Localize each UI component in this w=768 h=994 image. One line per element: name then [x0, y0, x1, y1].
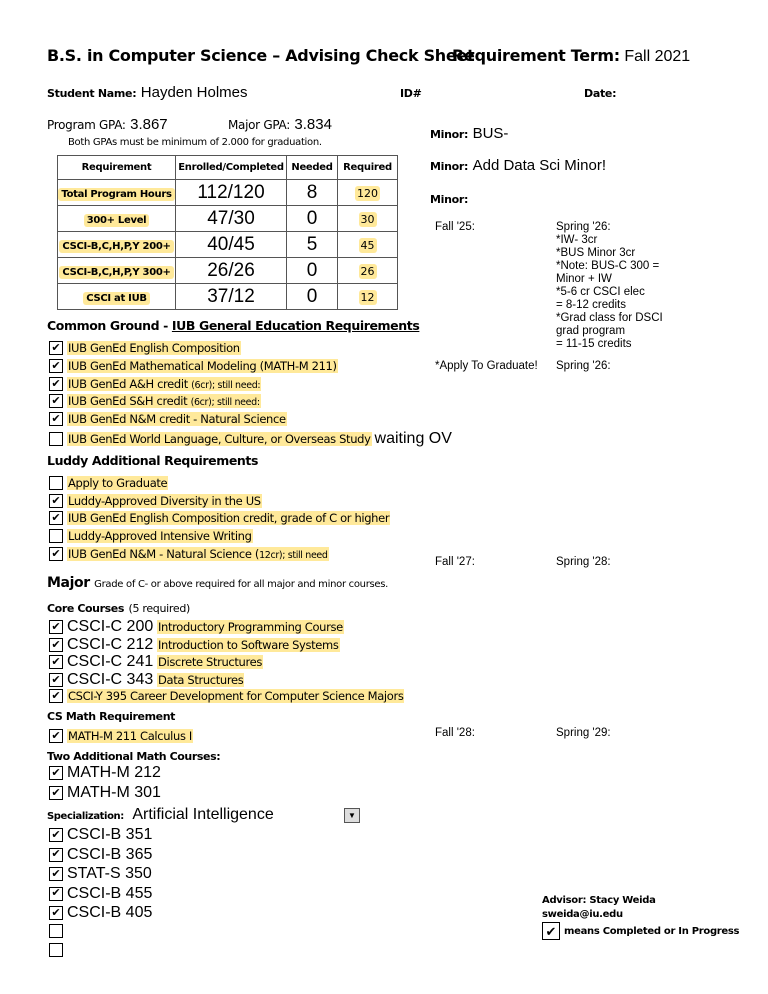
- specialization: Specialization: Artificial Intelligence: [47, 806, 274, 823]
- requirements-table: Requirement Enrolled/Completed Needed Re…: [57, 155, 398, 310]
- cs-math-heading: CS Math Requirement: [47, 710, 176, 723]
- plan-spring-26b: Spring '26:: [556, 360, 611, 372]
- luddy-item: Luddy-Approved Intensive Writing: [49, 529, 253, 543]
- student-name-field[interactable]: Hayden Holmes: [140, 84, 248, 101]
- checkbox-checked[interactable]: ✔: [49, 729, 63, 743]
- specialization-course-item: ✔ CSCI-B 365: [49, 846, 152, 864]
- minor-2-field[interactable]: Add Data Sci Minor!: [472, 157, 606, 174]
- specialization-course-item: ✔ CSCI-B 405: [49, 904, 152, 922]
- gened-item: ✔ IUB GenEd S&H credit (6cr); still need:: [49, 394, 264, 408]
- checkbox-unchecked[interactable]: [49, 943, 63, 957]
- date-label: Date:: [584, 87, 617, 100]
- requirement-term: Requirement Term: Fall 2021: [452, 46, 691, 65]
- gened-item: ✔ IUB GenEd N&M credit - Natural Science: [49, 412, 290, 426]
- plan-spring-28: Spring '28:: [556, 556, 611, 568]
- checkbox-checked[interactable]: ✔: [49, 359, 63, 373]
- checkbox-unchecked[interactable]: [49, 529, 63, 543]
- specialization-course-item: [49, 923, 67, 938]
- luddy-item: ✔ IUB GenEd N&M - Natural Science (12cr);…: [49, 547, 329, 561]
- checkbox-checked[interactable]: ✔: [49, 786, 63, 800]
- gpa-note: Both GPAs must be minimum of 2.000 for g…: [68, 137, 322, 148]
- core-course-item: ✔ CSCI-C 200 Introductory Programming Cour…: [49, 618, 344, 636]
- checkbox-checked[interactable]: ✔: [49, 886, 63, 901]
- math-m211-item: ✔ MATH-M 211 Calculus I: [49, 729, 193, 743]
- check-icon: ✔: [542, 922, 560, 940]
- checkbox-checked[interactable]: ✔: [49, 511, 63, 525]
- checkbox-checked[interactable]: ✔: [49, 828, 63, 842]
- luddy-item: ✔ Luddy-Approved Diversity in the US: [49, 494, 262, 508]
- checkbox-checked[interactable]: ✔: [49, 673, 63, 687]
- plan-spring-29: Spring '29:: [556, 727, 611, 739]
- checkbox-checked[interactable]: ✔: [49, 847, 63, 862]
- page-title: B.S. in Computer Science – Advising Chec…: [47, 46, 475, 65]
- gened-item: ✔ IUB GenEd A&H credit (6cr); still need:: [49, 377, 264, 391]
- advisor-email[interactable]: sweida@iu.edu: [542, 909, 623, 920]
- specialization-course-item: ✔ STAT-S 350: [49, 865, 152, 883]
- gened-item: ✔ IUB GenEd Mathematical Modeling (MATH-M…: [49, 359, 341, 373]
- checkbox-checked[interactable]: ✔: [49, 547, 63, 561]
- checkbox-checked[interactable]: ✔: [49, 906, 63, 920]
- checkbox-unchecked[interactable]: [49, 476, 63, 490]
- luddy-item: Apply to Graduate: [49, 476, 169, 490]
- math-additional-item: ✔ MATH-M 212: [49, 764, 161, 782]
- core-course-item: ✔ CSCI-C 212 Introduction to Software Syst…: [49, 636, 340, 654]
- table-row: CSCI-B,C,H,P,Y 200+ 40/45 5 45: [57, 231, 398, 258]
- luddy-item: ✔ IUB GenEd English Composition credit, g…: [49, 511, 391, 525]
- math-additional-item: ✔ MATH-M 301: [49, 784, 161, 802]
- checkbox-checked[interactable]: ✔: [49, 412, 63, 426]
- checkbox-checked[interactable]: ✔: [49, 766, 63, 780]
- checkbox-checked[interactable]: ✔: [49, 689, 63, 703]
- program-gpa-field[interactable]: 3.867: [130, 116, 168, 133]
- gened-item: ✔ IUB GenEd English Composition: [49, 341, 244, 355]
- specialization-course-item: [49, 943, 67, 957]
- table-row: 300+ Level 47/30 0 30: [57, 205, 398, 232]
- core-course-item: ✔ CSCI-C 241 Discrete Structures: [49, 653, 263, 671]
- dropdown-arrow-icon[interactable]: ▼: [344, 808, 360, 823]
- plan-apply: *Apply To Graduate!: [435, 360, 538, 372]
- core-course-item: ✔ CSCI-Y 395 Career Development for Compu…: [49, 689, 405, 703]
- plan-spring-26: Spring '26: *IW- 3cr *BUS Minor 3cr *Not…: [556, 221, 663, 350]
- core-course-item: ✔ CSCI-C 343 Data Structures: [49, 671, 245, 689]
- checkbox-unchecked[interactable]: [49, 923, 63, 938]
- additional-math-heading: Two Additional Math Courses:: [47, 750, 221, 763]
- core-heading: Core Courses (5 required): [47, 602, 191, 615]
- id-label: ID#: [400, 87, 422, 100]
- luddy-heading: Luddy Additional Requirements: [47, 453, 259, 468]
- checkbox-checked[interactable]: ✔: [49, 341, 63, 355]
- checkbox-checked[interactable]: ✔: [49, 638, 63, 652]
- checkbox-checked[interactable]: ✔: [49, 394, 63, 408]
- common-ground-heading: Common Ground - IUB General Education Re…: [47, 318, 420, 333]
- advisor-name: Advisor: Stacy Weida: [542, 895, 656, 906]
- checkbox-checked[interactable]: ✔: [49, 655, 63, 669]
- checkbox-checked[interactable]: ✔: [49, 867, 63, 881]
- major-gpa-field[interactable]: 3.834: [294, 116, 332, 133]
- plan-fall-28: Fall '28:: [435, 727, 475, 739]
- checkbox-checked[interactable]: ✔: [49, 620, 63, 634]
- specialization-course-item: ✔ CSCI-B 351: [49, 826, 152, 844]
- legend: ✔ means Completed or In Progress: [542, 922, 740, 940]
- table-row: CSCI at IUB 37/12 0 12: [57, 283, 398, 310]
- checkbox-unchecked[interactable]: [49, 432, 63, 446]
- plan-fall-25: Fall '25:: [435, 221, 475, 233]
- table-row: Total Program Hours 112/120 8 120: [57, 179, 398, 206]
- gened-item: IUB GenEd World Language, Culture, or Ov…: [49, 430, 452, 448]
- minor-1-field[interactable]: BUS-: [472, 125, 509, 142]
- specialization-course-item: ✔ CSCI-B 455: [49, 885, 152, 903]
- major-heading: Major Grade of C- or above required for …: [47, 575, 389, 591]
- checkbox-checked[interactable]: ✔: [49, 494, 63, 508]
- checkbox-checked[interactable]: ✔: [49, 377, 63, 391]
- table-row: CSCI-B,C,H,P,Y 300+ 26/26 0 26: [57, 257, 398, 284]
- specialization-select[interactable]: Artificial Intelligence: [132, 806, 274, 823]
- plan-fall-27: Fall '27:: [435, 556, 475, 568]
